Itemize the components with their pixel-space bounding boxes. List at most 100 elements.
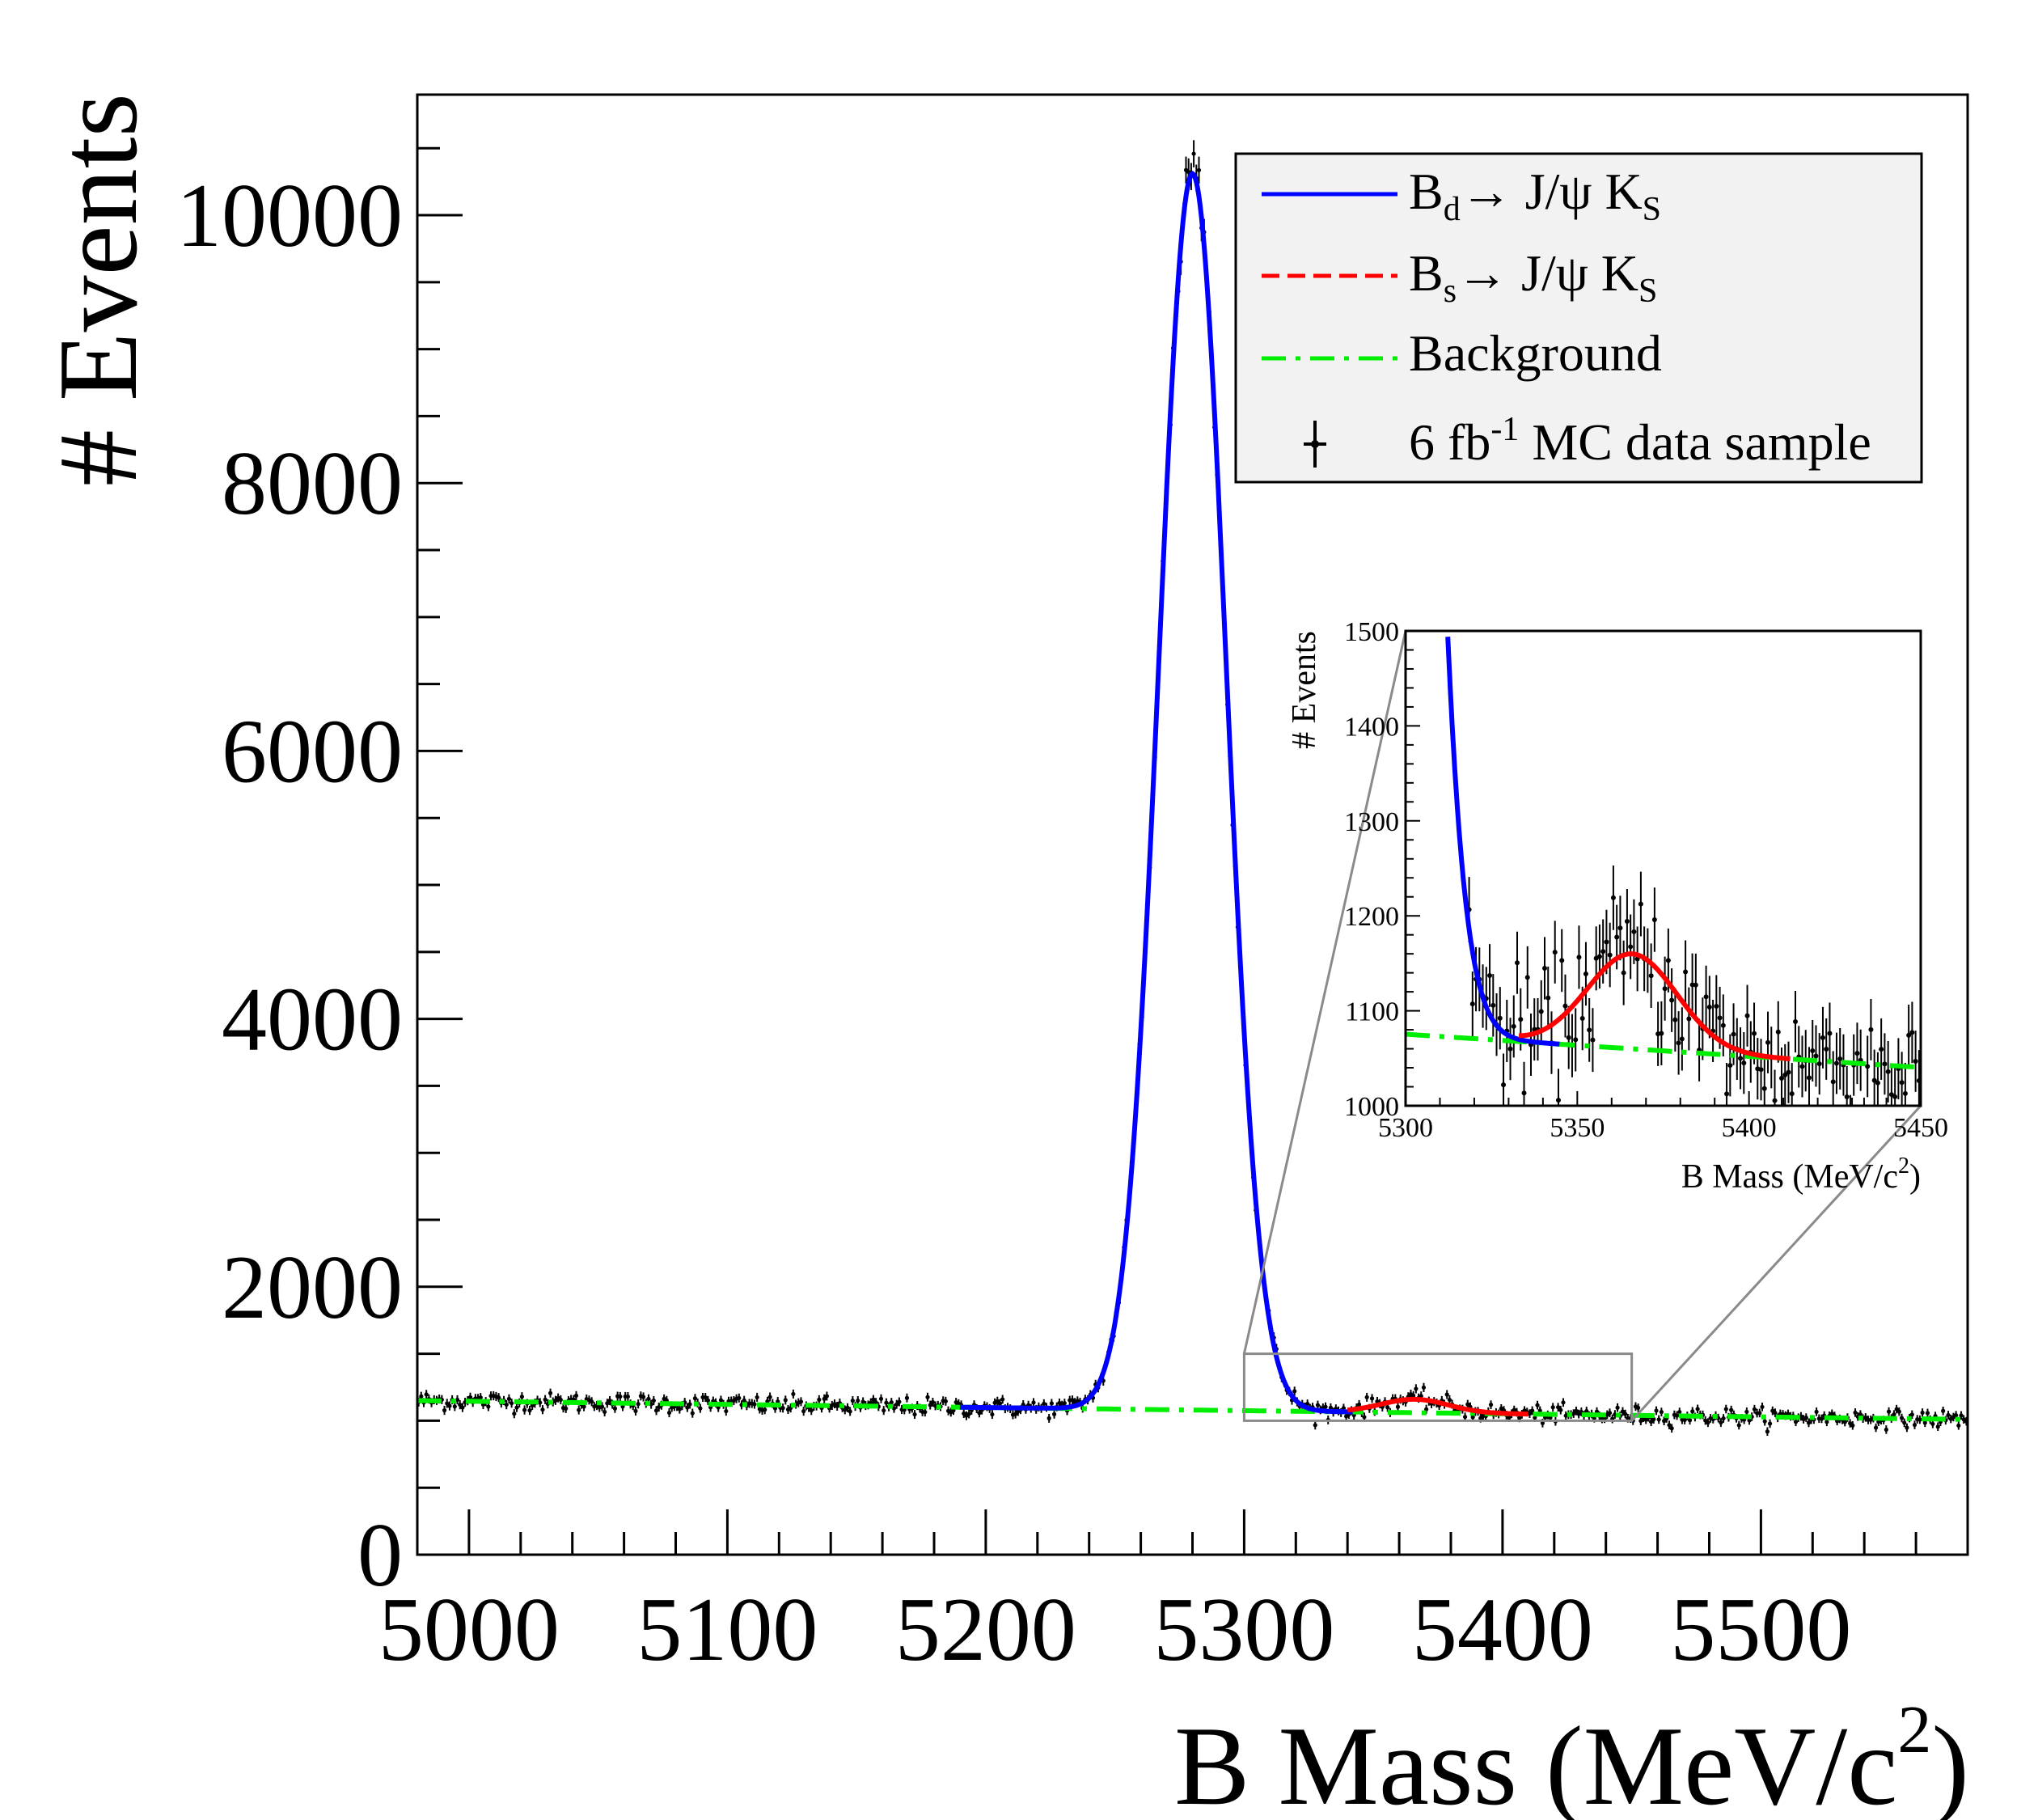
inset-data-point (1686, 1016, 1692, 1022)
inset-plot: 5300 5350 5400 5450 1000 1100 1200 1300 1400 1500… (1286, 617, 1948, 1196)
main-data-point (677, 1407, 682, 1412)
main-data-point (925, 1395, 930, 1399)
inset-data-point (1693, 982, 1698, 988)
inset-y-tick-label: 1200 (1344, 902, 1399, 932)
legend-bd-label: Bd→ J/ψ KS (1409, 163, 1661, 228)
inset-data-point (1899, 1080, 1905, 1086)
main-data-point (445, 1401, 450, 1406)
main-data-point (618, 1394, 623, 1399)
main-data-point (1656, 1417, 1661, 1422)
inset-data-point (1799, 1064, 1805, 1069)
main-data-point (553, 1398, 558, 1403)
legend-bs-rest: → J/ψ K (1457, 244, 1638, 302)
main-x-tick-label: 5300 (1153, 1580, 1334, 1680)
main-data-point (1649, 1420, 1654, 1424)
inset-data-point (1621, 970, 1626, 976)
inset-x-axis-title-close: ) (1909, 1158, 1921, 1196)
zoom-connector-right (1630, 1104, 1922, 1422)
main-data-point (1677, 1409, 1682, 1415)
inset-data-point (1779, 1076, 1785, 1081)
main-x-axis-title-close: ) (1931, 1704, 1969, 1820)
main-data-point (904, 1395, 910, 1400)
main-data-point (1607, 1411, 1613, 1416)
main-data-point (666, 1410, 672, 1416)
main-data-point (419, 1394, 424, 1399)
inset-data-point (1879, 1047, 1884, 1052)
main-data-point (791, 1391, 796, 1396)
main-data-point (1922, 1420, 1927, 1425)
main-data-point (1411, 1393, 1416, 1398)
inset-data-point (1566, 1035, 1571, 1040)
main-data-point (1555, 1405, 1561, 1410)
inset-data-point (1579, 1015, 1585, 1021)
main-data-point (1444, 1392, 1449, 1397)
inset-data-point (1545, 995, 1551, 1001)
main-data-point (1667, 1423, 1672, 1428)
legend-mc-rest: MC data sample (1519, 413, 1871, 471)
main-data-point (1687, 1418, 1693, 1423)
main-data-point (798, 1399, 804, 1404)
inset-data-point (1596, 954, 1602, 959)
inset-y-tick-label: 1300 (1344, 807, 1399, 837)
inset-data-point (1515, 960, 1520, 966)
main-data-point (1884, 1427, 1888, 1433)
main-data-point (1659, 1410, 1664, 1415)
inset-data-point (1813, 1053, 1819, 1059)
inset-data-point (1775, 1029, 1781, 1035)
legend-box (1234, 152, 1923, 484)
inset-data-point (1683, 969, 1689, 975)
inset-data-point (1820, 1035, 1825, 1040)
main-data-point (1356, 1402, 1362, 1407)
main-data-point (856, 1398, 860, 1403)
zoom-connector-left (1242, 630, 1407, 1354)
inset-data-point (1590, 1037, 1596, 1043)
main-data-point (1031, 1400, 1036, 1405)
main-data-point (1478, 1416, 1483, 1420)
inset-data-point (1469, 1001, 1475, 1007)
main-data-point (930, 1399, 936, 1405)
inset-data-point (1614, 934, 1620, 940)
main-data-point (1819, 1416, 1824, 1421)
inset-data-point (1827, 1031, 1833, 1036)
main-data-point (801, 1409, 806, 1414)
main-data-point (780, 1406, 785, 1411)
main-x-tick-label: 5000 (378, 1580, 560, 1680)
main-data-point (1584, 1408, 1589, 1414)
main-data-point (1424, 1407, 1429, 1412)
main-data-point (543, 1397, 548, 1402)
main-data-point (519, 1395, 524, 1399)
main-data-point (653, 1408, 659, 1413)
inset-x-tick-label: 5450 (1893, 1113, 1948, 1143)
main-data-point (1292, 1389, 1297, 1394)
inset-data-point (1552, 950, 1558, 955)
inset-data-point (1659, 1031, 1664, 1036)
main-data-point (458, 1403, 463, 1407)
main-data-point (1537, 1408, 1542, 1413)
main-data-point (573, 1393, 579, 1398)
main-data-point (977, 1411, 982, 1416)
main-data-point (1863, 1415, 1868, 1420)
main-data-point (1070, 1398, 1075, 1403)
main-data-point (1535, 1403, 1540, 1407)
main-data-point (1669, 1426, 1674, 1431)
main-data-point (894, 1402, 899, 1407)
legend-bs-main: B (1409, 244, 1444, 302)
main-data-point (1842, 1420, 1847, 1424)
main-data-point (1328, 1405, 1334, 1410)
inset-y-tick-label: 1100 (1345, 997, 1399, 1027)
inset-data-point (1607, 952, 1613, 958)
inset-data-point (1518, 1017, 1524, 1022)
main-x-axis-title-text: B Mass (MeV/c (1174, 1704, 1897, 1820)
main-data-point (558, 1397, 563, 1403)
main-ticks (416, 146, 1969, 1556)
main-data-point (990, 1412, 995, 1417)
inset-data-point (1573, 1037, 1579, 1043)
main-data-point (581, 1404, 586, 1409)
main-data-point (1013, 1412, 1018, 1416)
main-data-point (1654, 1408, 1659, 1413)
main-data-point (603, 1409, 607, 1415)
inset-data-point (1624, 918, 1630, 924)
main-bs-curve (1347, 1396, 1528, 1417)
main-data-point (486, 1404, 491, 1409)
inset-data-point (1731, 1031, 1736, 1037)
